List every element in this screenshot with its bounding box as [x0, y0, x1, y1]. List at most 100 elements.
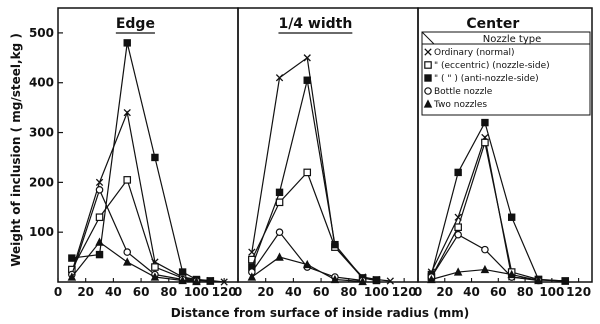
data-point — [275, 228, 284, 236]
data-point — [372, 276, 381, 285]
data-point — [331, 240, 339, 249]
data-point — [481, 118, 489, 127]
data-point — [123, 39, 131, 47]
data-point — [275, 252, 284, 261]
data-point — [95, 178, 104, 187]
data-point-stroke-b — [220, 278, 228, 286]
legend-entry: " ( " ) (anti-nozzle-side) — [434, 74, 539, 84]
series-line — [71, 42, 211, 282]
legend-marker-circle — [424, 87, 432, 95]
x-tick-label-20: 20 — [436, 285, 453, 299]
data-point — [68, 254, 76, 262]
series-triangle — [247, 252, 367, 286]
data-point — [247, 272, 257, 281]
series-triangle — [67, 237, 201, 286]
x-axis-label: Distance from surface of inside radius (… — [171, 306, 469, 320]
data-point-stroke-b — [95, 178, 104, 187]
data-point — [123, 176, 132, 184]
series-square-open — [68, 176, 215, 285]
data-point — [507, 269, 516, 279]
legend-marker-x-stroke-b — [424, 48, 432, 56]
data-point — [453, 267, 463, 276]
data-point — [67, 272, 77, 281]
data-point — [150, 272, 160, 281]
data-point — [178, 275, 187, 285]
panel-title: Edge — [116, 16, 155, 32]
data-point — [95, 250, 104, 259]
data-point-stroke-b — [123, 108, 131, 117]
x-tick-label-80: 80 — [160, 285, 177, 299]
y-tick-label-300: 300 — [29, 126, 54, 140]
series-line — [71, 110, 225, 283]
series-circle — [248, 228, 367, 285]
data-point — [303, 54, 311, 62]
series-x — [68, 108, 228, 286]
data-point-stroke-b — [248, 248, 256, 256]
data-point — [95, 186, 104, 194]
x-tick-label-40: 40 — [285, 285, 302, 299]
x-tick-label-80: 80 — [340, 285, 357, 299]
panel-title: Center — [466, 16, 519, 32]
data-point — [480, 264, 490, 274]
panel-2: 0 20 40 60 80 100 120 1/4 width — [234, 7, 419, 299]
x-tick-label-60: 60 — [133, 285, 150, 299]
legend-marker-x — [424, 48, 432, 56]
legend: Nozzle type Ordinary (normal) " (eccentric… — [421, 31, 591, 116]
data-point — [303, 168, 312, 177]
series-line — [430, 120, 566, 282]
data-point — [151, 153, 159, 162]
panel-1: 0 20 40 60 80 100 120 Edge — [54, 7, 239, 299]
y-axis-label: Weight of inclusion ( mg/steel,kg ) — [9, 33, 23, 267]
x-tick-label-100: 100 — [539, 285, 564, 299]
y-tick-label-200: 200 — [29, 175, 54, 189]
data-point-stroke-b — [303, 54, 311, 62]
data-point — [303, 76, 311, 84]
x-tick-label-60: 60 — [490, 285, 507, 299]
x-tick-label-100: 100 — [364, 285, 389, 299]
data-point — [481, 138, 489, 147]
data-point — [275, 188, 284, 197]
data-point — [358, 276, 367, 286]
series-square-open — [248, 168, 381, 284]
data-point — [220, 278, 228, 286]
x-tick-label-80: 80 — [517, 285, 534, 299]
data-point — [481, 245, 489, 254]
data-point — [454, 168, 462, 177]
data-point — [95, 237, 104, 246]
data-point — [122, 257, 132, 266]
legend-entry: " (eccentric) (nozzle-side) — [434, 61, 550, 71]
panel-frame — [57, 7, 239, 283]
data-point — [95, 213, 104, 222]
series-x — [248, 54, 394, 285]
x-tick-label-0: 0 — [54, 285, 62, 299]
legend-entry: Ordinary (normal) — [434, 48, 515, 58]
data-point — [454, 223, 462, 232]
data-point — [330, 274, 340, 284]
legend-title: Nozzle type — [483, 34, 542, 45]
series-triangle — [427, 264, 543, 285]
data-point — [427, 274, 436, 284]
data-point — [386, 277, 394, 285]
data-point — [192, 276, 201, 286]
x-tick-label-120: 120 — [392, 285, 417, 299]
data-point — [206, 277, 215, 285]
legend-marker-square-open — [424, 61, 432, 69]
series-line — [71, 178, 211, 282]
data-point — [302, 259, 312, 269]
legend-entry: Two nozzles — [433, 100, 487, 110]
x-tick-label-20: 20 — [77, 285, 94, 299]
x-tick-label-0: 0 — [234, 285, 242, 299]
x-tick-label-120: 120 — [212, 285, 237, 299]
y-tick-label-100: 100 — [29, 225, 54, 239]
y-tick-label-500: 500 — [29, 26, 54, 40]
legend-box — [421, 31, 591, 116]
data-point — [178, 268, 187, 276]
legend-marker-triangle — [423, 99, 433, 108]
data-point — [561, 277, 569, 285]
series-line — [251, 80, 377, 282]
series-line — [251, 56, 391, 282]
legend-corner-slash — [421, 31, 435, 45]
x-tick-label-40: 40 — [463, 285, 480, 299]
data-point — [454, 230, 462, 239]
data-point — [275, 74, 284, 82]
